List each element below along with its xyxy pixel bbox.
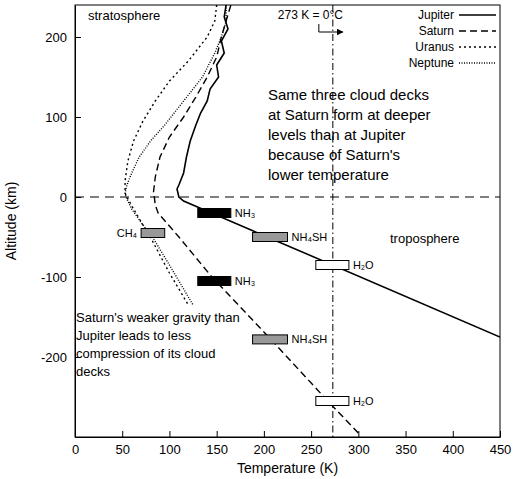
reference-label: 273 K = 0°C bbox=[278, 8, 344, 22]
tick-mark bbox=[75, 117, 81, 118]
tick-mark bbox=[75, 277, 81, 278]
reference-arrow bbox=[319, 24, 343, 32]
legend-swatch bbox=[459, 14, 496, 16]
annotation-line: troposphere bbox=[390, 231, 459, 246]
annotation-line: decks bbox=[76, 364, 110, 379]
tick-label: -200 bbox=[41, 350, 67, 365]
x-axis-title: Temperature (K) bbox=[237, 460, 338, 476]
tick-mark bbox=[406, 431, 407, 437]
tick-label: 150 bbox=[206, 442, 228, 457]
tick: 150 bbox=[206, 431, 228, 457]
cloud-deck bbox=[198, 209, 231, 218]
series-line bbox=[177, 5, 500, 337]
cloud-label: NH₄SH bbox=[292, 231, 328, 243]
annotation-line: Same three cloud decks bbox=[268, 86, 429, 103]
y-axis: -200 -100 0 100 200 bbox=[41, 6, 81, 438]
tick-label: 250 bbox=[301, 442, 323, 457]
tick-label: 200 bbox=[254, 442, 276, 457]
annotation: Same three cloud decks at Saturn form at … bbox=[268, 86, 431, 183]
cloud-deck bbox=[316, 261, 349, 270]
tick: 350 bbox=[395, 431, 417, 457]
tick: 250 bbox=[301, 431, 323, 457]
legend-swatch bbox=[459, 46, 496, 47]
tick-mark bbox=[311, 431, 312, 437]
annotation-line: at Saturn form at deeper bbox=[268, 106, 431, 123]
annotation-line: compression of its cloud bbox=[76, 346, 215, 361]
reference-line bbox=[75, 197, 500, 198]
cloud-deck bbox=[198, 277, 231, 286]
cloud-deck bbox=[253, 233, 288, 242]
cloud-label: NH₃ bbox=[235, 275, 255, 287]
series-line bbox=[153, 5, 358, 433]
legend: Jupiter Saturn Uranus Neptune bbox=[409, 8, 496, 70]
x-axis: 0 50 100 150 200 250 300 350 400 450 bbox=[72, 431, 511, 457]
tick: 200 bbox=[45, 30, 81, 45]
tick-mark bbox=[264, 431, 265, 437]
tick: -200 bbox=[41, 350, 81, 365]
annotation-line: lower temperature bbox=[268, 166, 389, 183]
series-line bbox=[125, 5, 226, 305]
annotation: Saturn's weaker gravity than Jupiter lead… bbox=[76, 310, 240, 379]
tick-label: 200 bbox=[45, 30, 67, 45]
cloud-deck bbox=[141, 229, 165, 238]
tick-label: 350 bbox=[395, 442, 417, 457]
cloud-label: NH₄SH bbox=[292, 333, 328, 345]
legend-swatch bbox=[459, 62, 496, 63]
tick-label: 300 bbox=[348, 442, 370, 457]
reference-line bbox=[332, 5, 333, 437]
chart-svg: 0 50 100 150 200 250 300 350 400 450 -200 -100 0 100 2… bbox=[0, 0, 513, 479]
tick-mark bbox=[75, 37, 81, 38]
annotation-line: because of Saturn's bbox=[268, 146, 400, 163]
tick-mark bbox=[122, 431, 123, 437]
tick-label: 50 bbox=[115, 442, 129, 457]
tick: 50 bbox=[115, 431, 129, 457]
cloud-deck bbox=[316, 397, 349, 406]
tick-label: 100 bbox=[159, 442, 181, 457]
tick-label: 0 bbox=[60, 190, 67, 205]
annotation-line: Saturn's weaker gravity than bbox=[76, 310, 240, 325]
legend-swatch bbox=[459, 30, 496, 31]
tick-mark bbox=[453, 431, 454, 437]
chart-container: 0 50 100 150 200 250 300 350 400 450 -200 -100 0 100 2… bbox=[0, 0, 513, 479]
tick: 100 bbox=[159, 431, 181, 457]
axis-line bbox=[76, 437, 501, 438]
cloud-label: H₂O bbox=[353, 395, 374, 407]
tick: 450 bbox=[490, 431, 512, 457]
legend-label: Jupiter bbox=[418, 8, 454, 22]
tick: 200 bbox=[254, 431, 276, 457]
tick-mark bbox=[500, 431, 501, 437]
legend-label: Uranus bbox=[415, 40, 454, 54]
legend-label: Neptune bbox=[409, 56, 455, 70]
annotation: stratosphere bbox=[88, 8, 160, 23]
cloud-label: H₂O bbox=[353, 259, 374, 271]
legend-label: Saturn bbox=[419, 24, 454, 38]
tick-mark bbox=[169, 431, 170, 437]
plot-frame bbox=[75, 5, 500, 437]
tick-mark bbox=[217, 431, 218, 437]
tick-label: 0 bbox=[72, 442, 79, 457]
annotation-line: levels than at Jupiter bbox=[268, 126, 406, 143]
tick: 100 bbox=[45, 110, 81, 125]
cloud-deck bbox=[253, 335, 288, 344]
tick-label: 450 bbox=[490, 442, 512, 457]
annotation-line: Jupiter leads to less bbox=[76, 328, 191, 343]
tick-label: -100 bbox=[41, 270, 67, 285]
tick: 400 bbox=[442, 431, 464, 457]
tick: 300 bbox=[348, 431, 370, 457]
cloud-label: CH₄ bbox=[117, 227, 138, 239]
tick-label: 400 bbox=[442, 442, 464, 457]
annotation-line: stratosphere bbox=[88, 8, 160, 23]
cloud-label: NH₃ bbox=[235, 207, 255, 219]
tick-mark bbox=[358, 431, 359, 437]
tick: -100 bbox=[41, 270, 81, 285]
series-line bbox=[125, 5, 217, 305]
y-axis-title: Altitude (km) bbox=[3, 182, 19, 261]
plot-area bbox=[75, 5, 500, 437]
annotation: troposphere bbox=[390, 231, 459, 246]
tick-label: 100 bbox=[45, 110, 67, 125]
